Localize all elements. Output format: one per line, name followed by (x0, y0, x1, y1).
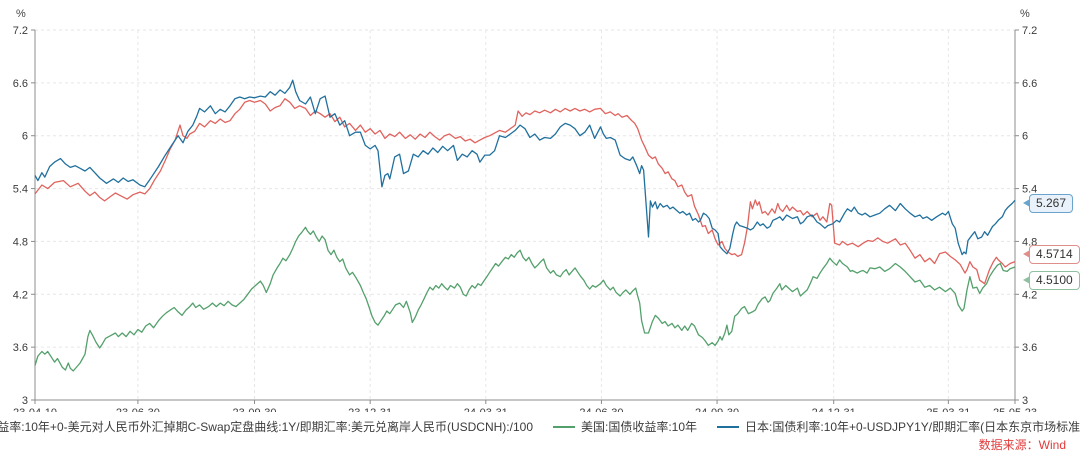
y-tick-label-right: 3.6 (1022, 342, 1037, 354)
y-tick-label-left: 7.2 (13, 25, 28, 37)
x-tick-label: 24-03-31 (464, 407, 508, 412)
callout-pointer-icon (1023, 199, 1030, 208)
x-tick-label: 24-09-30 (695, 407, 739, 412)
y-tick-label-right: 5.4 (1022, 184, 1037, 196)
y-axis-unit-right: % (1020, 8, 1030, 20)
data-source-note: 数据来源：Wind (978, 438, 1066, 452)
x-tick-label: 23-12-31 (348, 407, 392, 412)
end-value-label-us: 4.5100 (1023, 270, 1080, 290)
x-tick-label: 24-06-30 (579, 407, 623, 412)
x-tick-label: 23-06-30 (116, 407, 160, 412)
end-value-label-jp: 5.267 (1023, 194, 1074, 214)
legend-label: 日本:国债利率:10年+0-USDJPY1Y/即期汇率(日本东京市场标准时间9:… (745, 420, 1080, 434)
y-tick-label-right: 6.6 (1022, 78, 1037, 90)
legend-label: 美国:国债收益率:10年 (581, 420, 698, 434)
y-tick-label-left: 6 (22, 131, 28, 143)
y-tick-label-left: 3 (22, 395, 28, 407)
chart-plot-area[interactable]: 7.2 7.26.6 6.66 65.4 5.44.8 4.84.2 4.23.6 3.63 3… (0, 0, 1080, 412)
y-tick-label-left: 5.4 (13, 184, 28, 196)
y-tick-label-left: 4.8 (13, 236, 28, 248)
legend-item-jp-jgb-swap[interactable]: 日本:国债利率:10年+0-USDJPY1Y/即期汇率(日本东京市场标准时间9:… (717, 418, 1080, 435)
x-tick-label: 25-05-23 (993, 407, 1037, 412)
x-tick-label: 23-09-30 (232, 407, 276, 412)
legend-line-icon (553, 425, 575, 428)
y-tick-label-left: 4.2 (13, 289, 28, 301)
callout-pointer-icon (1023, 249, 1030, 258)
end-value-label-cn: 4.5714 (1023, 244, 1080, 264)
legend-item-us-treasury-10y[interactable]: 美国:国债收益率:10年 (553, 418, 697, 435)
legend: 中债国债到期收益率:10年+0-美元对人民币外汇掉期C-Swap定盘曲线:1Y/… (0, 418, 1080, 435)
y-tick-label-right: 3 (1022, 395, 1028, 407)
y-tick-label-left: 6.6 (13, 78, 28, 90)
series-line-jp-jgb-swap[interactable] (34, 79, 1016, 256)
y-axis-unit-left: % (16, 8, 26, 20)
y-tick-label-right: 4.2 (1022, 289, 1037, 301)
legend-label: 中债国债到期收益率:10年+0-美元对人民币外汇掉期C-Swap定盘曲线:1Y/… (0, 420, 533, 434)
callout-pointer-icon (1023, 275, 1030, 284)
legend-item-cn-cgb-swap[interactable]: 中债国债到期收益率:10年+0-美元对人民币外汇掉期C-Swap定盘曲线:1Y/… (0, 418, 533, 435)
x-tick-label: 25-03-31 (926, 407, 970, 412)
series-line-us-treasury-10y[interactable] (34, 226, 1016, 372)
x-tick-label: 24-12-31 (812, 407, 856, 412)
y-tick-label-left: 3.6 (13, 342, 28, 354)
y-tick-label-right: 7.2 (1022, 25, 1037, 37)
legend-line-icon (717, 425, 740, 428)
series-line-cn-cgb-swap[interactable] (34, 98, 1016, 285)
x-tick-label: 23-04-10 (13, 407, 57, 412)
y-tick-label-right: 6 (1022, 131, 1028, 143)
